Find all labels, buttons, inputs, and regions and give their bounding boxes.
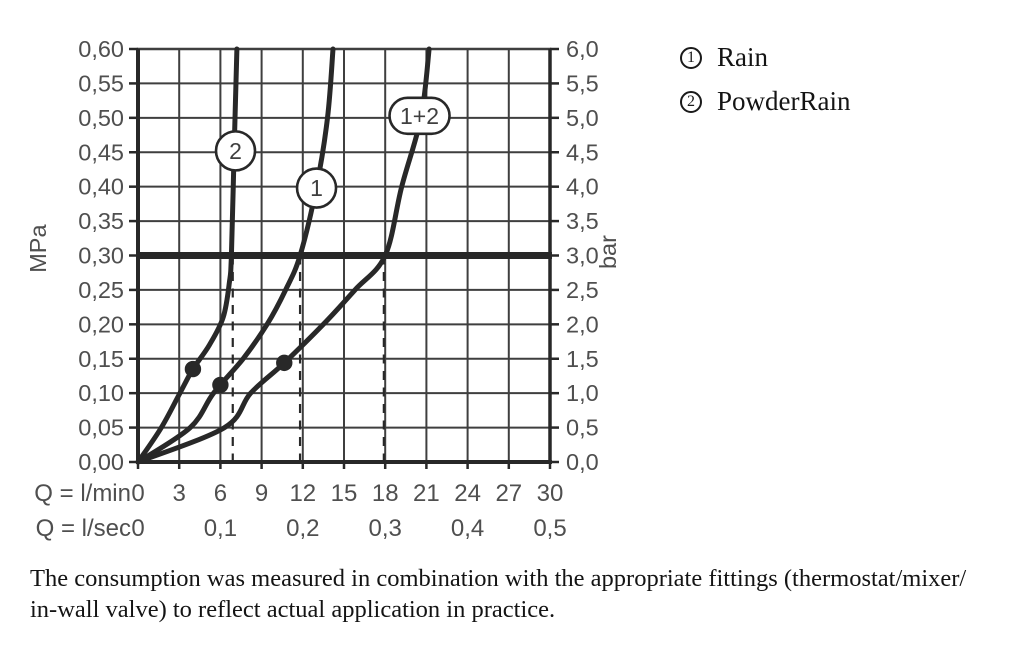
svg-text:0,4: 0,4 [451, 515, 484, 542]
svg-text:1,5: 1,5 [566, 346, 599, 372]
legend: 1 Rain 2 PowderRain [680, 44, 850, 132]
svg-text:21: 21 [413, 480, 440, 507]
curve-1 [135, 46, 336, 465]
dashed-reference-lines [231, 255, 385, 462]
svg-text:5,0: 5,0 [566, 105, 599, 131]
svg-text:1+2: 1+2 [400, 103, 439, 129]
svg-text:2: 2 [229, 138, 242, 164]
svg-text:3,5: 3,5 [566, 208, 599, 234]
svg-text:Q = l/min: Q = l/min [34, 480, 131, 507]
measured-point-curve-2 [184, 360, 202, 378]
svg-text:MPa: MPa [25, 224, 51, 273]
svg-text:3: 3 [173, 480, 186, 507]
svg-text:0,55: 0,55 [78, 70, 124, 96]
svg-text:0,5: 0,5 [533, 515, 566, 542]
svg-text:0,3: 0,3 [369, 515, 402, 542]
svg-text:0,05: 0,05 [78, 415, 124, 441]
svg-text:0,5: 0,5 [566, 415, 599, 441]
svg-text:0,40: 0,40 [78, 174, 124, 200]
axis-labels: 0,000,050,100,150,200,250,300,350,400,45… [25, 36, 621, 542]
svg-text:0,60: 0,60 [78, 36, 124, 62]
svg-text:9: 9 [255, 480, 268, 507]
svg-text:15: 15 [331, 480, 358, 507]
svg-text:24: 24 [454, 480, 481, 507]
circled-1-icon: 1 [680, 46, 702, 69]
svg-text:6,0: 6,0 [566, 36, 599, 62]
flow-rate-chart: 2 1 1+2 0,00 0,05 0,10 0,15 0,20 0,25 0,30 0,35 0,4… [25, 36, 621, 542]
legend-label-powderrain: PowderRain [717, 86, 851, 116]
flow-rate-chart-svg: 211+20,000,050,100,150,200,250,300,350,4… [25, 36, 621, 542]
svg-text:0,1: 0,1 [204, 515, 237, 542]
svg-text:bar: bar [595, 235, 621, 269]
curve-label-1: 1 [295, 167, 338, 209]
svg-text:0,20: 0,20 [78, 311, 124, 337]
svg-text:0,00: 0,00 [78, 449, 124, 475]
svg-text:4,0: 4,0 [566, 174, 599, 200]
svg-text:0: 0 [131, 515, 144, 542]
svg-text:5,5: 5,5 [566, 70, 599, 96]
svg-text:0,45: 0,45 [78, 139, 124, 165]
svg-text:4,5: 4,5 [566, 139, 599, 165]
measured-point-curve-1 [212, 376, 229, 394]
legend-label-rain: Rain [717, 42, 768, 72]
legend-item-powderrain: 2 PowderRain [680, 88, 850, 115]
svg-text:18: 18 [372, 480, 399, 507]
svg-text:2,5: 2,5 [566, 277, 599, 303]
axis-ticks [129, 47, 559, 469]
curve-label-2: 2 [214, 130, 257, 172]
footnote: The consumption was measured in combinat… [30, 563, 966, 625]
svg-text:6: 6 [214, 480, 227, 507]
svg-text:0,0: 0,0 [566, 449, 599, 475]
svg-text:Q = l/sec: Q = l/sec [36, 515, 131, 542]
svg-text:0,10: 0,10 [78, 380, 124, 406]
circled-2-icon: 2 [680, 90, 702, 113]
flow-curves: 2 1 1+2 [135, 46, 451, 465]
svg-text:0,25: 0,25 [78, 277, 124, 303]
svg-text:30: 30 [537, 480, 564, 507]
svg-text:1,0: 1,0 [566, 380, 599, 406]
curve-label-1+2: 1+2 [388, 96, 451, 136]
footnote-line-2: in-wall valve) to reflect actual applica… [30, 596, 556, 623]
measured-point-curve-1+2 [276, 354, 293, 372]
svg-text:0,2: 0,2 [286, 515, 319, 542]
svg-text:3,0: 3,0 [566, 243, 599, 269]
svg-text:2,0: 2,0 [566, 311, 599, 337]
svg-text:27: 27 [495, 480, 522, 507]
svg-text:0,15: 0,15 [78, 346, 124, 372]
svg-text:0,30: 0,30 [78, 243, 124, 269]
curve-2 [135, 46, 240, 465]
svg-text:12: 12 [289, 480, 316, 507]
curve-1+2 [135, 46, 432, 465]
svg-text:0,50: 0,50 [78, 105, 124, 131]
svg-text:0: 0 [131, 480, 144, 507]
legend-item-rain: 1 Rain [680, 44, 850, 71]
footnote-line-1: The consumption was measured in combinat… [30, 565, 967, 592]
svg-text:1: 1 [310, 175, 323, 201]
svg-text:0,35: 0,35 [78, 208, 124, 234]
